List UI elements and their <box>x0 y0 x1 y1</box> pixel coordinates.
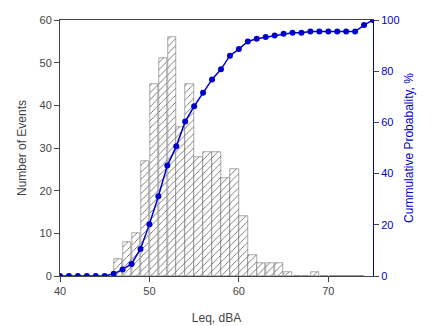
svg-text:0: 0 <box>46 270 52 282</box>
svg-text:40: 40 <box>381 167 393 179</box>
svg-text:50: 50 <box>143 285 155 297</box>
svg-text:20: 20 <box>40 185 52 197</box>
svg-text:80: 80 <box>381 65 393 77</box>
svg-text:60: 60 <box>233 285 245 297</box>
svg-text:40: 40 <box>54 285 66 297</box>
svg-text:70: 70 <box>322 285 334 297</box>
svg-text:Cummulative Probabality, %: Cummulative Probabality, % <box>402 73 416 223</box>
svg-text:50: 50 <box>40 57 52 69</box>
svg-text:Number of Events: Number of Events <box>15 100 29 196</box>
svg-text:0: 0 <box>381 270 387 282</box>
svg-text:60: 60 <box>381 116 393 128</box>
svg-text:20: 20 <box>381 219 393 231</box>
svg-text:30: 30 <box>40 142 52 154</box>
svg-text:60: 60 <box>40 14 52 26</box>
svg-text:Leq, dBA: Leq, dBA <box>192 311 241 325</box>
svg-text:10: 10 <box>40 227 52 239</box>
svg-text:40: 40 <box>40 99 52 111</box>
svg-text:100: 100 <box>381 14 399 26</box>
